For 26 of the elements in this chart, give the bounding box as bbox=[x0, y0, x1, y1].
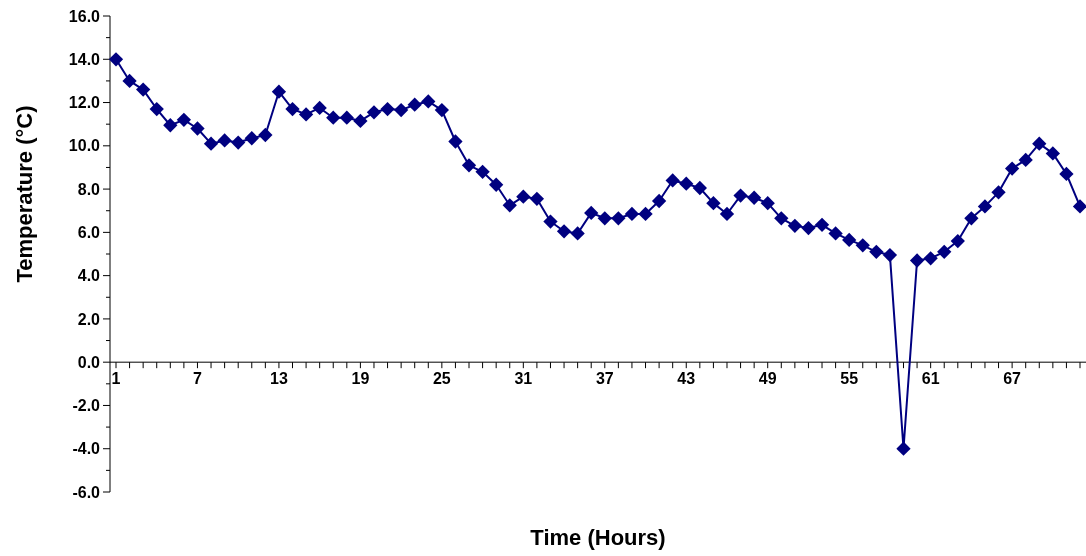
x-tick-label: 49 bbox=[758, 370, 777, 388]
y-tick-label: 10.0 bbox=[68, 137, 101, 155]
y-tick-label: 0.0 bbox=[77, 353, 101, 371]
y-tick-label: 16.0 bbox=[68, 7, 101, 25]
x-tick-label: 37 bbox=[595, 370, 614, 388]
y-tick-label: -2.0 bbox=[72, 397, 101, 415]
x-tick-label: 7 bbox=[193, 370, 203, 388]
x-tick-label: 67 bbox=[1003, 370, 1022, 388]
y-tick-label: -4.0 bbox=[72, 440, 101, 458]
x-tick-label: 13 bbox=[270, 370, 288, 388]
y-tick-label: 12.0 bbox=[68, 94, 101, 112]
x-tick-label: 19 bbox=[351, 370, 370, 388]
x-tick-label: 25 bbox=[432, 370, 451, 388]
y-tick-label: -6.0 bbox=[72, 483, 101, 501]
y-tick-label: 8.0 bbox=[77, 180, 101, 198]
x-tick-label: 55 bbox=[840, 370, 859, 388]
x-tick-label: 61 bbox=[921, 370, 940, 388]
y-tick-label: 2.0 bbox=[77, 310, 101, 328]
x-tick-label: 1 bbox=[111, 370, 121, 388]
x-tick-label: 43 bbox=[677, 370, 696, 388]
x-tick-label: 31 bbox=[514, 370, 533, 388]
y-axis-title: Temperature (°C) bbox=[12, 105, 37, 283]
y-tick-label: 14.0 bbox=[68, 50, 101, 68]
y-tick-label: 6.0 bbox=[77, 223, 101, 241]
x-axis-title: Time (Hours) bbox=[530, 525, 666, 550]
y-tick-label: 4.0 bbox=[77, 267, 101, 285]
